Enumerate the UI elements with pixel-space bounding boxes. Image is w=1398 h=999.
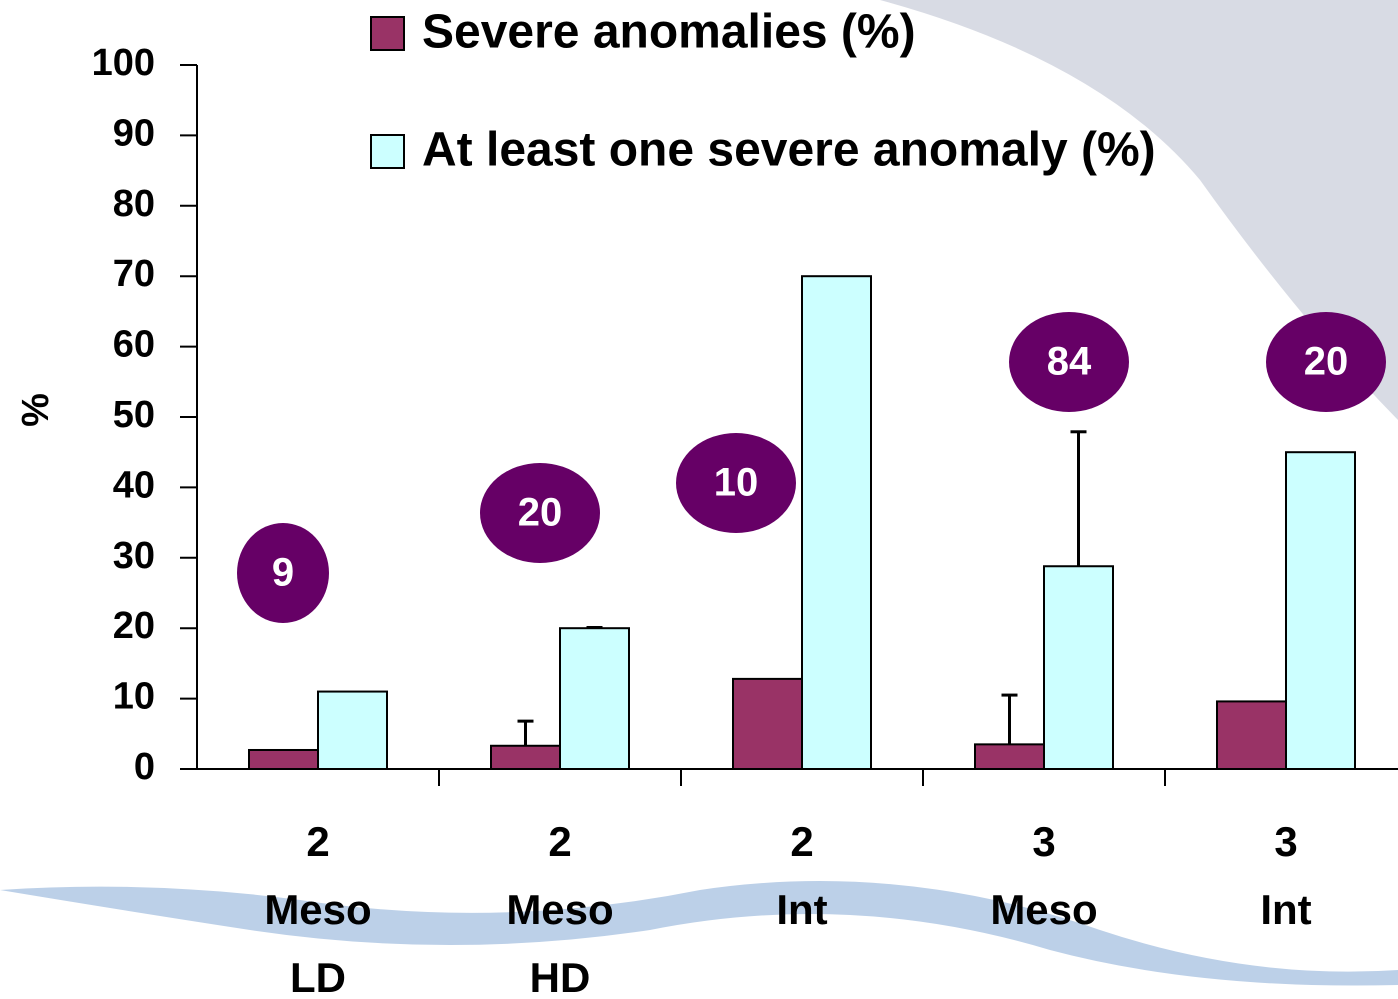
- x-tick-label: Int: [1260, 886, 1311, 933]
- y-tick-label: 70: [113, 253, 155, 295]
- x-tick-label: Int: [776, 886, 827, 933]
- bubble: [676, 433, 796, 533]
- x-tick-label: 3: [1032, 818, 1055, 865]
- y-tick-label: 100: [92, 42, 155, 84]
- bar: [732, 677, 803, 770]
- bubble: [237, 523, 329, 623]
- bubble: [1266, 312, 1386, 412]
- bubble: [1009, 312, 1129, 412]
- bar: [1285, 451, 1356, 770]
- bar: [559, 627, 630, 771]
- legend-label: At least one severe anomaly (%): [422, 124, 1156, 177]
- y-tick-label: 0: [134, 746, 155, 788]
- x-tick-label: 2: [548, 818, 571, 865]
- y-tick-label: 90: [113, 112, 155, 154]
- y-tick-label: 40: [113, 464, 155, 506]
- bar: [1216, 700, 1287, 771]
- y-tick-label: 20: [113, 605, 155, 647]
- bubble: [480, 463, 600, 563]
- y-tick-label: 10: [113, 676, 155, 718]
- bar: [248, 748, 319, 771]
- x-tick-label: LD: [290, 954, 346, 999]
- bar: [1043, 565, 1114, 770]
- y-tick-label: 80: [113, 183, 155, 225]
- bar: [801, 275, 872, 770]
- bubble-label: 9: [272, 551, 294, 595]
- bubble-label: 20: [1304, 340, 1349, 384]
- bar: [974, 743, 1045, 770]
- x-tick-label: 2: [306, 818, 329, 865]
- y-tick-label: 60: [113, 324, 155, 366]
- x-tick-label: 2: [790, 818, 813, 865]
- y-axis-label: %: [15, 393, 57, 427]
- x-tick-label: Meso: [264, 886, 371, 933]
- legend-label: Severe anomalies (%): [422, 6, 916, 59]
- bar: [317, 690, 388, 770]
- bubble-label: 10: [714, 461, 759, 505]
- bubble-label: 84: [1047, 340, 1092, 384]
- x-tick-label: Meso: [990, 886, 1097, 933]
- bar: [490, 744, 561, 771]
- y-tick-label: 50: [113, 394, 155, 436]
- legend-swatch: [370, 134, 405, 169]
- bubble-label: 20: [518, 491, 563, 535]
- y-tick-label: 30: [113, 535, 155, 577]
- x-tick-label: Meso: [506, 886, 613, 933]
- x-tick-label: HD: [530, 954, 591, 999]
- x-tick-label: 3: [1274, 818, 1297, 865]
- legend-swatch: [370, 16, 405, 51]
